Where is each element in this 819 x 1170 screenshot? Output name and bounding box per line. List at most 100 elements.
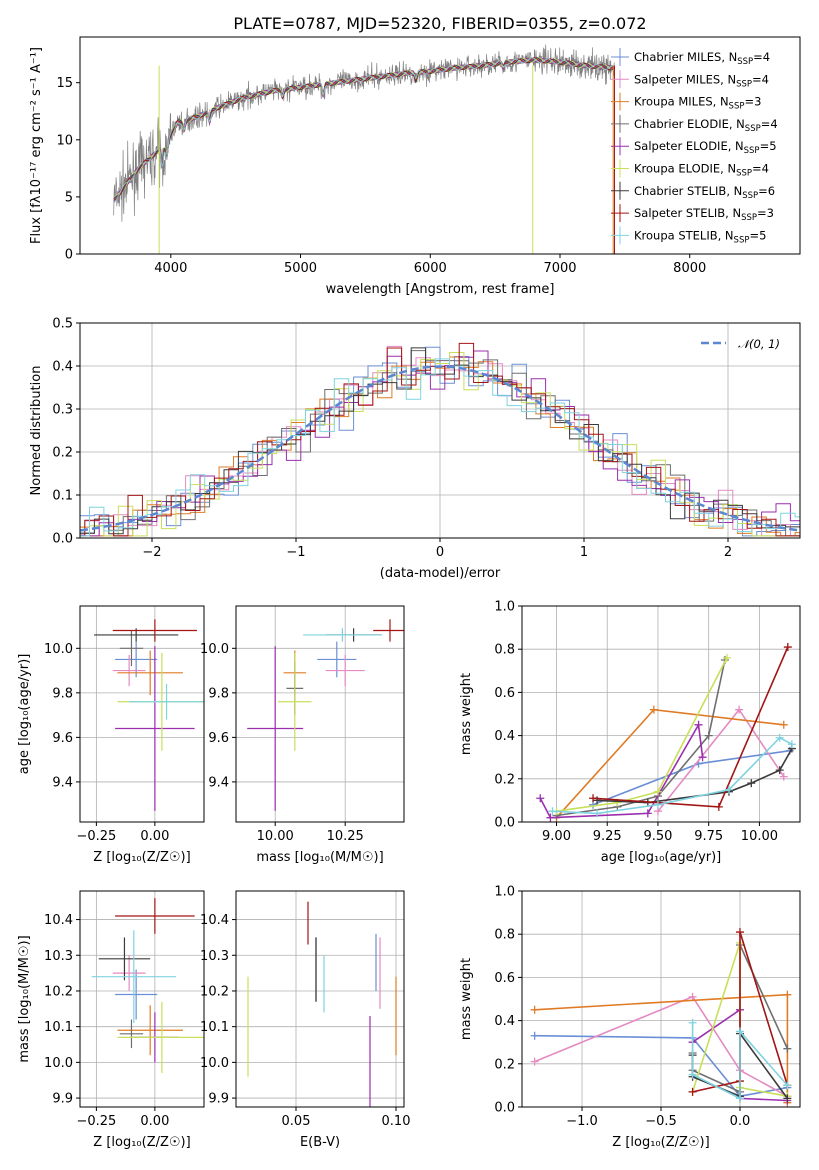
weight-marker — [783, 1044, 792, 1053]
axes-frame: −0.25 0.00 9.9 10.0 10.1 10.2 10.3 10.4 Z [log₁₀… — [17, 890, 205, 1150]
plot-area — [536, 643, 796, 822]
y-tick-label: 0.0 — [52, 532, 73, 547]
histogram-step — [80, 352, 800, 537]
histogram-step — [80, 356, 800, 537]
weight-marker — [775, 766, 784, 775]
y-axis-label: mass weight — [459, 958, 474, 1040]
x-tick-label: −0.5 — [645, 1114, 677, 1129]
y-tick-label: 0.0 — [494, 816, 515, 831]
weight-line — [534, 995, 788, 1097]
x-tick-label: 10.00 — [257, 829, 294, 844]
x-tick-label: 7000 — [543, 261, 576, 276]
weight-line — [552, 736, 793, 815]
x-tick-label: 9.25 — [593, 829, 622, 844]
y-tick-label: 10.0 — [44, 1056, 73, 1071]
weight-marker — [783, 643, 792, 652]
y-tick-label: 1.0 — [494, 885, 515, 900]
y-tick-label: 0.4 — [52, 360, 73, 375]
weight-marker — [688, 992, 697, 1001]
plot-area — [94, 619, 204, 811]
y-axis-label: Normed distribution — [29, 366, 44, 496]
y-tick-label: 10.0 — [44, 642, 73, 657]
x-axis-label: Z [log₁₀(Z/Z☉)] — [93, 1135, 190, 1150]
x-tick-label: −1 — [286, 545, 305, 560]
y-tick-label: 10.1 — [200, 1020, 229, 1035]
y-tick-label: 10 — [56, 133, 73, 148]
y-tick-label: 9.6 — [208, 731, 229, 746]
axes-spines — [521, 605, 801, 823]
panel-weight-age: 9.00 9.25 9.50 9.75 10.00 0.0 0.2 0.4 0.6 0.8 1.0 a… — [459, 600, 801, 865]
weight-marker — [688, 1018, 697, 1027]
y-tick-label: 10.2 — [44, 984, 73, 999]
y-tick-label: 0.4 — [494, 1014, 515, 1029]
legend-label: Salpeter STELIB, NSSP=3 — [634, 206, 774, 223]
x-tick-label: 9.50 — [643, 829, 672, 844]
x-tick-label: 4000 — [154, 261, 187, 276]
x-tick-label: 0.05 — [282, 1114, 311, 1129]
panel-age-Z: −0.25 0.00 9.4 9.6 9.8 10.0 Z [log₁₀(Z/Z☉)] age… — [17, 605, 205, 865]
observed-spectrum-line — [113, 44, 615, 222]
weight-marker — [530, 1031, 539, 1040]
y-tick-label: 9.6 — [52, 731, 73, 746]
weight-marker — [688, 1087, 697, 1096]
x-tick-label: 8000 — [673, 261, 706, 276]
x-tick-label: 0.10 — [382, 1114, 411, 1129]
weight-marker — [779, 720, 788, 729]
legend-label: Kroupa STELIB, NSSP=5 — [634, 228, 766, 245]
y-tick-label: 0.2 — [52, 446, 73, 461]
y-axis-label: Flux [fλ10⁻¹⁷ erg cm⁻² s⁻¹ A⁻¹] — [29, 47, 44, 244]
y-tick-label: 5 — [65, 190, 73, 205]
y-tick-label: 0.2 — [494, 1057, 515, 1072]
figure-title: PLATE=0787, MJD=52320, FIBERID=0355, z=0… — [233, 14, 646, 33]
legend-label: Chabrier ELODIE, NSSP=4 — [634, 117, 778, 134]
x-tick-label: 9.75 — [694, 829, 723, 844]
x-tick-label: 0.00 — [140, 829, 169, 844]
weight-marker — [714, 802, 723, 811]
axes-spines — [79, 605, 205, 823]
x-tick-label: 0 — [436, 545, 444, 560]
x-axis-label: E(B-V) — [300, 1135, 340, 1150]
model-spectrum-line — [113, 57, 615, 201]
histogram-step — [80, 350, 800, 537]
legend-label: Chabrier STELIB, NSSP=6 — [634, 184, 775, 201]
plot-area — [530, 928, 792, 1107]
y-tick-label: 15 — [56, 76, 73, 91]
model-spectrum-line — [113, 57, 615, 203]
histogram-step — [80, 358, 800, 537]
weight-marker — [688, 1070, 697, 1079]
histogram-step — [80, 347, 800, 537]
x-axis-label: Z [log₁₀(Z/Z☉)] — [612, 1135, 709, 1150]
y-tick-label: 1.0 — [494, 600, 515, 615]
y-tick-label: 9.8 — [208, 686, 229, 701]
panel-mass-ebv: 0.05 0.10 9.9 10.0 10.1 10.2 10.3 10.4 E(B-V) — [200, 890, 411, 1150]
x-tick-label: 9.00 — [542, 829, 571, 844]
y-tick-label: 0.8 — [494, 928, 515, 943]
x-tick-label: −0.25 — [76, 1114, 116, 1129]
y-tick-label: 10.3 — [44, 949, 73, 964]
x-tick-label: −2 — [142, 545, 161, 560]
weight-marker — [747, 779, 756, 788]
y-tick-label: 10.4 — [200, 913, 229, 928]
legend-label: Salpeter MILES, NSSP=4 — [634, 72, 769, 89]
weight-marker — [783, 1081, 792, 1090]
y-tick-label: 0.6 — [494, 686, 515, 701]
x-axis-label: wavelength [Angstrom, rest frame] — [326, 282, 555, 297]
axes-spines — [235, 605, 405, 823]
y-tick-label: 9.4 — [208, 775, 229, 790]
weight-marker — [735, 705, 744, 714]
y-tick-label: 0.3 — [52, 403, 73, 418]
axes-frame: 0.05 0.10 9.9 10.0 10.1 10.2 10.3 10.4 E(B-V) — [200, 890, 411, 1150]
axes-spines — [79, 890, 205, 1108]
weight-marker — [783, 1094, 792, 1103]
x-tick-label: 6000 — [414, 261, 447, 276]
weight-marker — [783, 990, 792, 999]
x-tick-label: −0.25 — [76, 829, 116, 844]
y-tick-label: 0.5 — [52, 317, 73, 332]
x-tick-label: 0.00 — [140, 1114, 169, 1129]
y-tick-label: 0.4 — [494, 729, 515, 744]
legend-label: Salpeter ELODIE, NSSP=5 — [634, 139, 777, 156]
plot-area — [80, 342, 800, 537]
y-tick-label: 0.1 — [52, 489, 73, 504]
x-tick-label: −1.0 — [566, 1114, 598, 1129]
